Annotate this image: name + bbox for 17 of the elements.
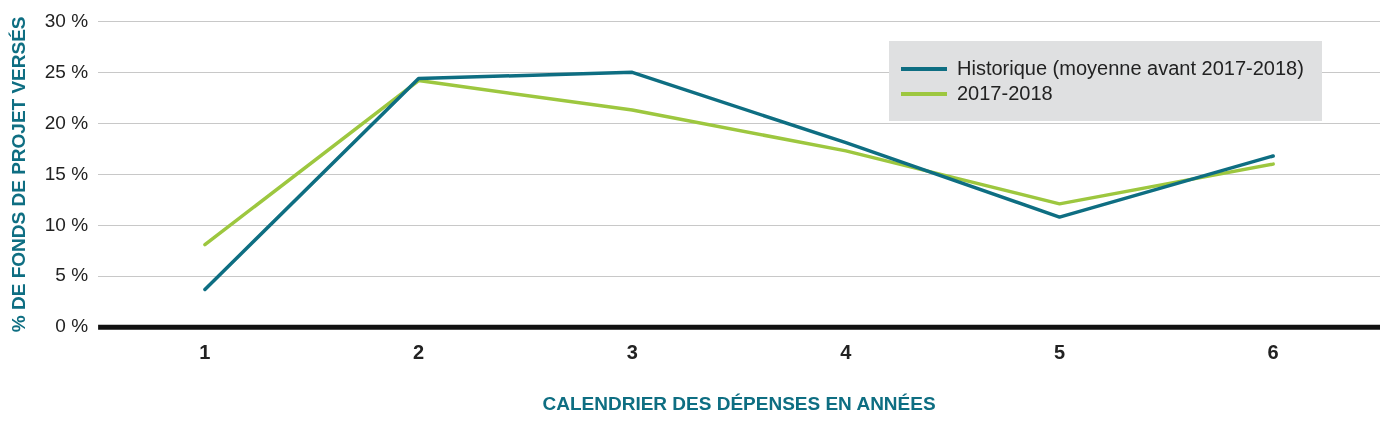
y-tick-label: 15 % <box>44 162 89 184</box>
y-tick-label: 0 % <box>55 315 89 337</box>
x-tick-label: 4 <box>840 340 853 363</box>
y-tick-label: 10 % <box>44 213 89 235</box>
legend-label: Historique (moyenne avant 2017-2018) <box>957 57 1304 81</box>
x-tick-label: 5 <box>1053 340 1066 363</box>
y-tick-label: 20 % <box>44 111 89 133</box>
y-tick-label: 5 % <box>55 264 89 286</box>
x-tick-label: 2 <box>413 340 425 363</box>
y-tick-label: 25 % <box>44 60 89 82</box>
x-tick-label: 3 <box>626 340 638 363</box>
y-tick-label: 30 % <box>44 9 89 31</box>
x-tick-label: 6 <box>1267 340 1279 363</box>
legend-label: 2017-2018 <box>957 82 1053 106</box>
x-axis-title: CALENDRIER DES DÉPENSES EN ANNÉES <box>542 392 936 414</box>
x-tick-label: 1 <box>199 340 211 363</box>
y-axis-title: % DE FONDS DE PROJET VERSÉS <box>7 16 29 333</box>
